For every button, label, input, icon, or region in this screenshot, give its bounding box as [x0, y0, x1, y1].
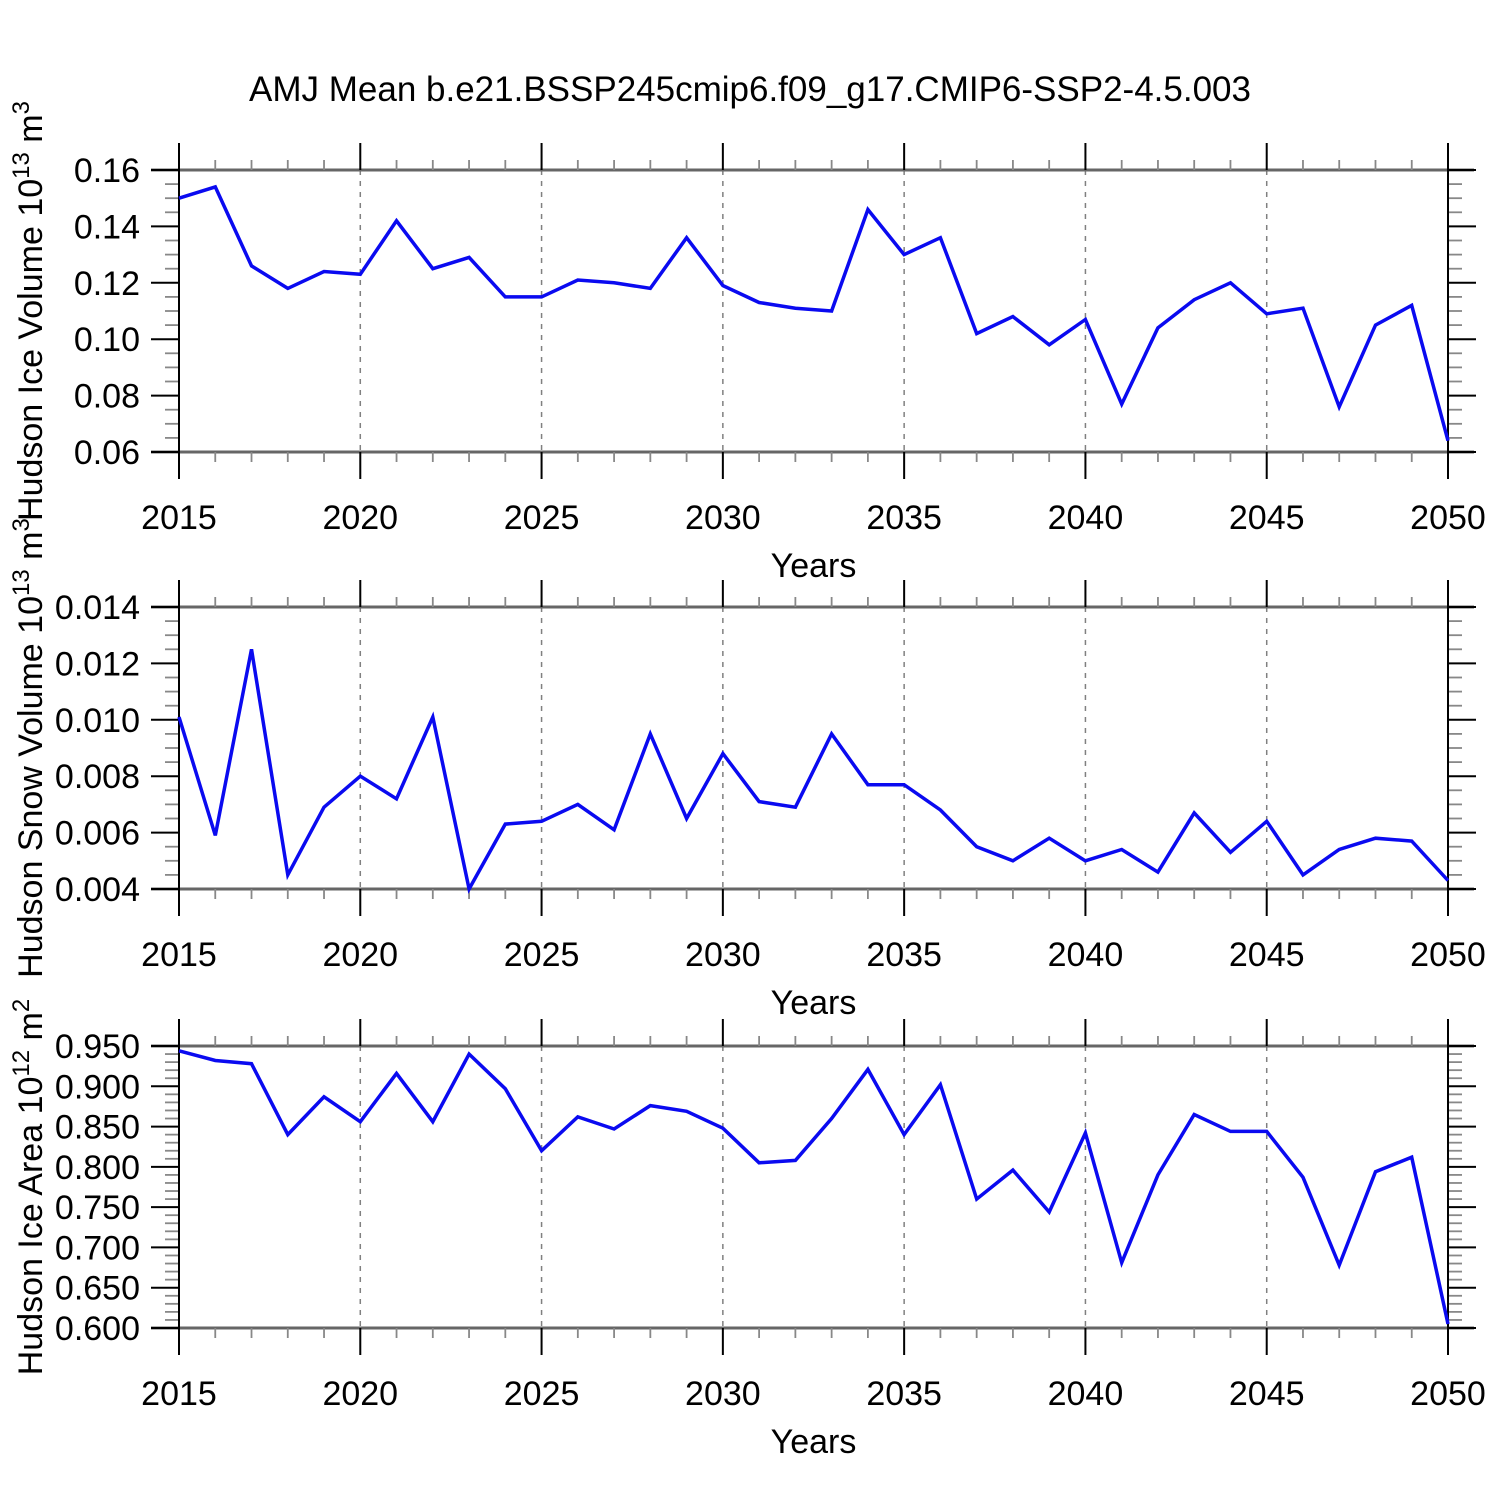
y-axis-title: Hudson Snow Volume 1013 m3 [8, 518, 50, 978]
y-tick-label: 0.950 [55, 1028, 140, 1066]
panel-3: 0.6000.6500.7000.7500.8000.8500.9000.950… [8, 999, 1486, 1461]
x-tick-label: 2040 [1048, 499, 1124, 537]
y-tick-label: 0.006 [55, 815, 140, 853]
y-tick-label: 0.06 [74, 434, 140, 472]
x-axis-title: Years [771, 984, 857, 1022]
x-tick-label: 2030 [685, 936, 761, 974]
y-tick-label: 0.14 [74, 208, 140, 246]
y-tick-label: 0.900 [55, 1068, 140, 1106]
y-tick-label: 0.10 [74, 321, 140, 359]
y-tick-label: 0.600 [55, 1310, 140, 1348]
x-tick-label: 2015 [141, 499, 217, 537]
y-tick-label: 0.014 [55, 589, 140, 627]
x-tick-label: 2030 [685, 499, 761, 537]
series-line [178, 184, 1450, 442]
y-axis-title: Hudson Ice Volume 1013 m3 [8, 101, 50, 521]
x-tick-label: 2025 [504, 499, 580, 537]
x-tick-label: 2025 [504, 1375, 580, 1413]
x-tick-label: 2050 [1410, 936, 1486, 974]
series-line [177, 648, 1450, 894]
x-tick-label: 2030 [685, 1375, 761, 1413]
x-axis-title: Years [771, 1423, 857, 1461]
x-tick-label: 2045 [1229, 499, 1305, 537]
x-tick-label: 2025 [504, 936, 580, 974]
x-tick-label: 2045 [1229, 1375, 1305, 1413]
y-tick-label: 0.650 [55, 1270, 140, 1308]
x-tick-label: 2020 [322, 499, 398, 537]
x-tick-label: 2020 [322, 1375, 398, 1413]
y-tick-label: 0.12 [74, 265, 140, 303]
x-tick-label: 2050 [1410, 499, 1486, 537]
y-tick-label: 0.008 [55, 758, 140, 796]
x-tick-label: 2015 [141, 936, 217, 974]
y-tick-label: 0.010 [55, 702, 140, 740]
panel-1: 0.06 0.08 0.10 0.12 0.14 0.16 2015 2020 2025 2030… [8, 101, 1486, 585]
x-tick-label: 2035 [866, 936, 942, 974]
x-tick-label: 2045 [1229, 936, 1305, 974]
y-tick-label: 0.16 [74, 152, 140, 190]
x-tick-label: 2035 [866, 1375, 942, 1413]
x-axis-title: Years [771, 547, 857, 585]
panel-2: 0.004 0.006 0.008 0.010 0.012 0.014 2015 2020 20… [8, 518, 1486, 1022]
x-tick-label: 2050 [1410, 1375, 1486, 1413]
x-tick-label: 2035 [866, 499, 942, 537]
y-tick-label: 0.700 [55, 1229, 140, 1267]
figure-title: AMJ Mean b.e21.BSSP245cmip6.f09_g17.CMIP… [249, 70, 1251, 109]
x-tick-label: 2040 [1048, 1375, 1124, 1413]
y-axis-title: Hudson Ice Area 1012 m2 [8, 999, 50, 1376]
y-tick-label: 0.750 [55, 1189, 140, 1227]
y-tick-label: 0.800 [55, 1149, 140, 1187]
series-line [178, 1049, 1450, 1325]
y-tick-label: 0.004 [55, 871, 140, 909]
x-tick-label: 2020 [322, 936, 398, 974]
x-tick-label: 2040 [1048, 936, 1124, 974]
y-tick-label: 0.850 [55, 1109, 140, 1147]
y-tick-label: 0.012 [55, 645, 140, 683]
y-tick-label: 0.08 [74, 378, 140, 416]
x-tick-label: 2015 [141, 1375, 217, 1413]
